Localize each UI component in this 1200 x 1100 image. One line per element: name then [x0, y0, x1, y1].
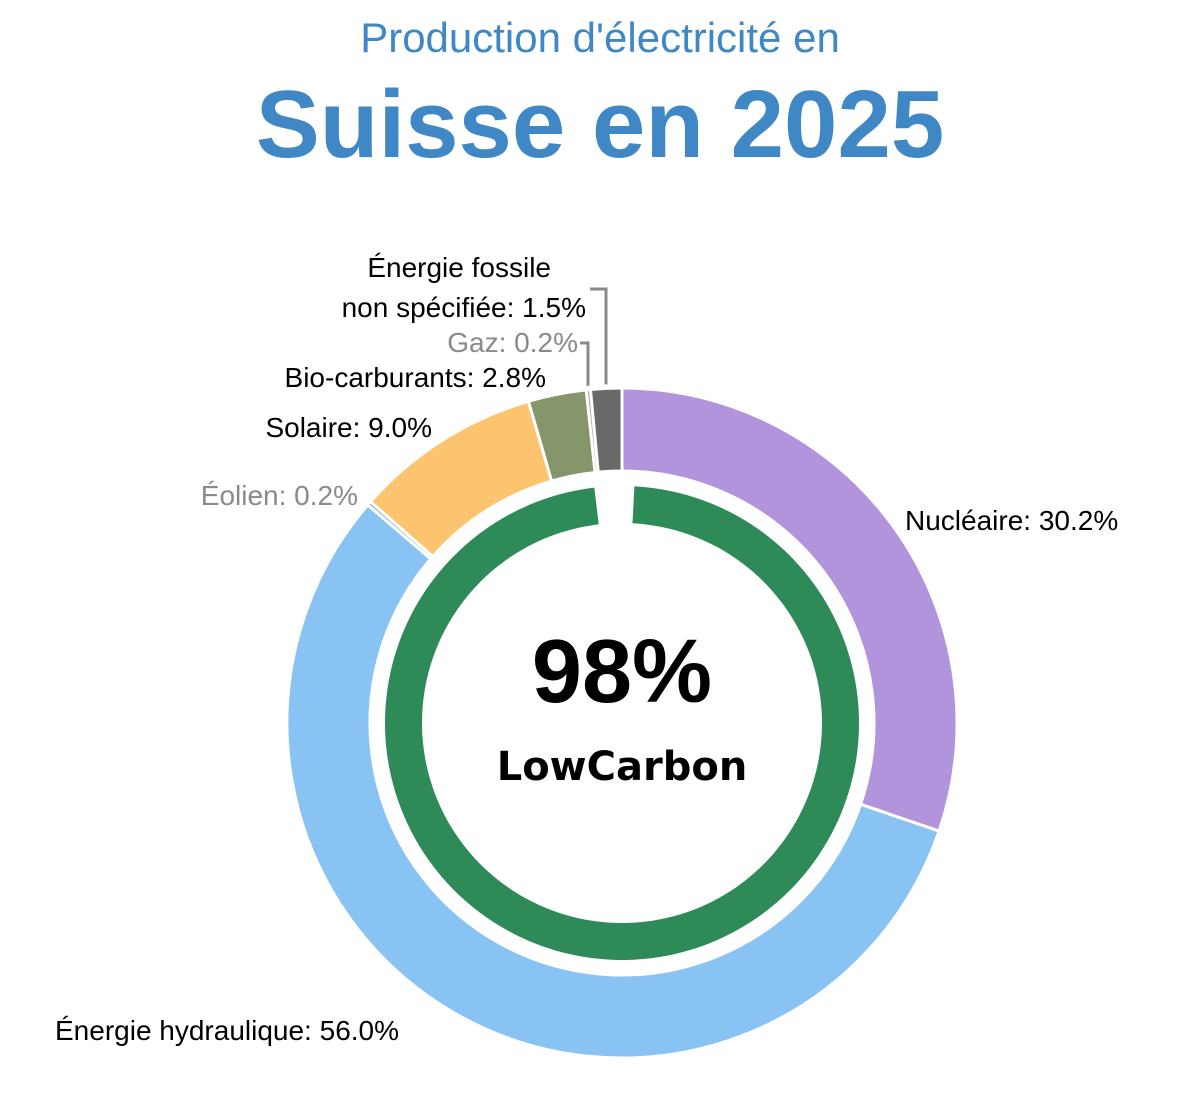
slice-energie-hydraulique	[285, 502, 941, 1060]
leader-fossile	[590, 287, 608, 385]
slice-energie-fossile-non-specifiee	[588, 386, 624, 474]
label-energie-fossile-non-specifiee: Énergie fossile non spécifiée: 1.5%	[342, 252, 586, 323]
label-energie-hydraulique: Énergie hydraulique: 56.0%	[55, 1015, 399, 1046]
center-percentage: 98%	[532, 622, 712, 722]
center-brand-logo: LowCarbon	[497, 744, 748, 790]
label-nucleaire: Nucléaire: 30.2%	[905, 505, 1118, 536]
leader-gaz	[580, 341, 590, 386]
chart-title: Suisse en 2025	[255, 71, 945, 178]
label-solaire: Solaire: 9.0%	[265, 412, 432, 443]
inner-ring	[384, 486, 859, 960]
leader-lines	[580, 287, 608, 386]
slice-nucleaire	[620, 386, 959, 834]
outer-ring	[285, 386, 959, 1060]
label-bio-carburants: Bio-carburants: 2.8%	[285, 362, 546, 393]
slice-labels: Nucléaire: 30.2% Énergie hydraulique: 56.…	[55, 252, 1118, 1046]
chart-subtitle: Production d'électricité en	[360, 14, 840, 61]
inner-ring-lowcarbon	[384, 486, 859, 960]
label-gaz: Gaz: 0.2%	[447, 327, 578, 358]
label-eolien: Éolien: 0.2%	[201, 480, 358, 511]
